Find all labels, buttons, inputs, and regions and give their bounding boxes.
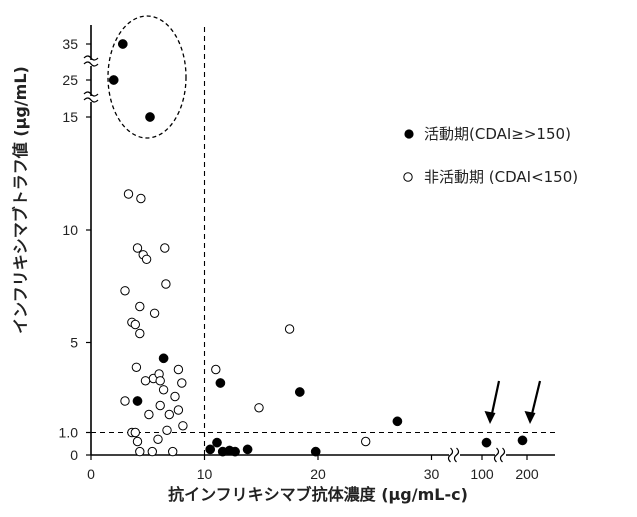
y-axis-break-mark-0: [83, 91, 99, 103]
x-tick-label: 20: [310, 466, 326, 482]
y-tick-label: 25: [62, 72, 78, 88]
point-active: [242, 444, 253, 455]
legend-marker-active: [404, 129, 414, 139]
y-tick-label: 35: [62, 36, 78, 52]
point-inactive: [164, 409, 175, 420]
point-inactive: [160, 243, 170, 253]
point-active: [215, 378, 226, 388]
y-tick-label: 15: [62, 109, 78, 125]
point-inactive: [132, 436, 143, 447]
x-tick-label: 200: [515, 466, 539, 482]
point-active: [205, 444, 216, 455]
point-inactive: [155, 400, 165, 411]
point-active: [145, 112, 155, 122]
point-inactive: [120, 286, 130, 296]
point-inactive: [161, 279, 171, 289]
point-inactive: [177, 378, 187, 388]
legend: 活動期(CDAI≥>150) 非活動期 (CDAI<150): [403, 125, 578, 186]
arrow-head: [484, 411, 496, 424]
annotations: [107, 15, 542, 424]
x-axis-title: 抗インフリキシマブ抗体濃度 (μg/mL-c): [168, 485, 468, 504]
point-active: [158, 353, 169, 364]
point-inactive: [158, 385, 169, 395]
point-active: [108, 75, 119, 85]
x-tick-label: 30: [424, 466, 440, 482]
legend-label-active: 活動期(CDAI≥>150): [424, 125, 571, 143]
point-inactive: [136, 193, 146, 204]
point-inactive: [284, 324, 295, 334]
point-inactive: [135, 446, 145, 457]
highlight-ellipse: [107, 15, 187, 139]
point-inactive: [153, 434, 163, 444]
point-active: [517, 435, 528, 446]
point-inactive: [131, 362, 142, 372]
point-inactive: [211, 364, 221, 375]
point-inactive: [173, 405, 184, 415]
point-inactive: [135, 328, 145, 339]
y-tick-labels: 0 1.0 5 10 15 25 35: [59, 36, 91, 463]
point-active: [310, 446, 321, 457]
point-inactive: [149, 308, 160, 318]
x-tick-label: 100: [470, 466, 494, 482]
arrow-shaft: [490, 380, 501, 417]
point-inactive: [155, 376, 165, 386]
point-inactive: [140, 376, 151, 386]
point-inactive: [168, 446, 178, 457]
point-inactive: [147, 446, 158, 457]
point-inactive: [141, 254, 152, 264]
point-inactive: [123, 189, 134, 199]
point-active: [212, 437, 222, 448]
point-inactive: [130, 319, 141, 330]
x-axis-break-mark-0: [447, 447, 460, 463]
point-inactive: [130, 427, 141, 438]
y-tick-label: 5: [70, 335, 78, 351]
data-points: [108, 39, 528, 457]
legend-label-inactive: 非活動期 (CDAI<150): [424, 168, 578, 186]
arrow-head: [524, 411, 536, 424]
point-inactive: [135, 301, 145, 312]
point-active: [117, 39, 128, 49]
legend-marker-inactive: [403, 172, 413, 182]
y-axis-title: インフリキシマブトラフ値 (μg/mL): [11, 66, 30, 334]
y-axis-break-mark-1: [83, 55, 99, 67]
point-inactive: [178, 421, 188, 431]
point-active: [481, 437, 492, 448]
point-active: [392, 416, 403, 427]
arrow-shaft: [530, 380, 542, 417]
point-inactive: [173, 364, 184, 375]
y-tick-label: 10: [62, 222, 78, 238]
point-active: [230, 446, 240, 457]
axes: [83, 25, 555, 463]
point-inactive: [170, 391, 180, 402]
point-active: [294, 387, 305, 397]
y-tick-label: 0: [70, 447, 78, 463]
point-inactive: [361, 436, 371, 447]
point-inactive: [144, 409, 154, 420]
x-tick-label: 0: [87, 466, 95, 482]
point-inactive: [120, 396, 130, 406]
point-inactive: [162, 425, 172, 435]
x-tick-label: 10: [197, 466, 213, 482]
x-axis-break-mark-1: [493, 447, 506, 463]
y-tick-label: 1.0: [59, 425, 79, 441]
point-active: [132, 396, 143, 406]
point-inactive: [132, 243, 143, 253]
point-inactive: [254, 403, 264, 413]
x-tick-labels: 0 10 20 30 100 200: [87, 455, 539, 482]
